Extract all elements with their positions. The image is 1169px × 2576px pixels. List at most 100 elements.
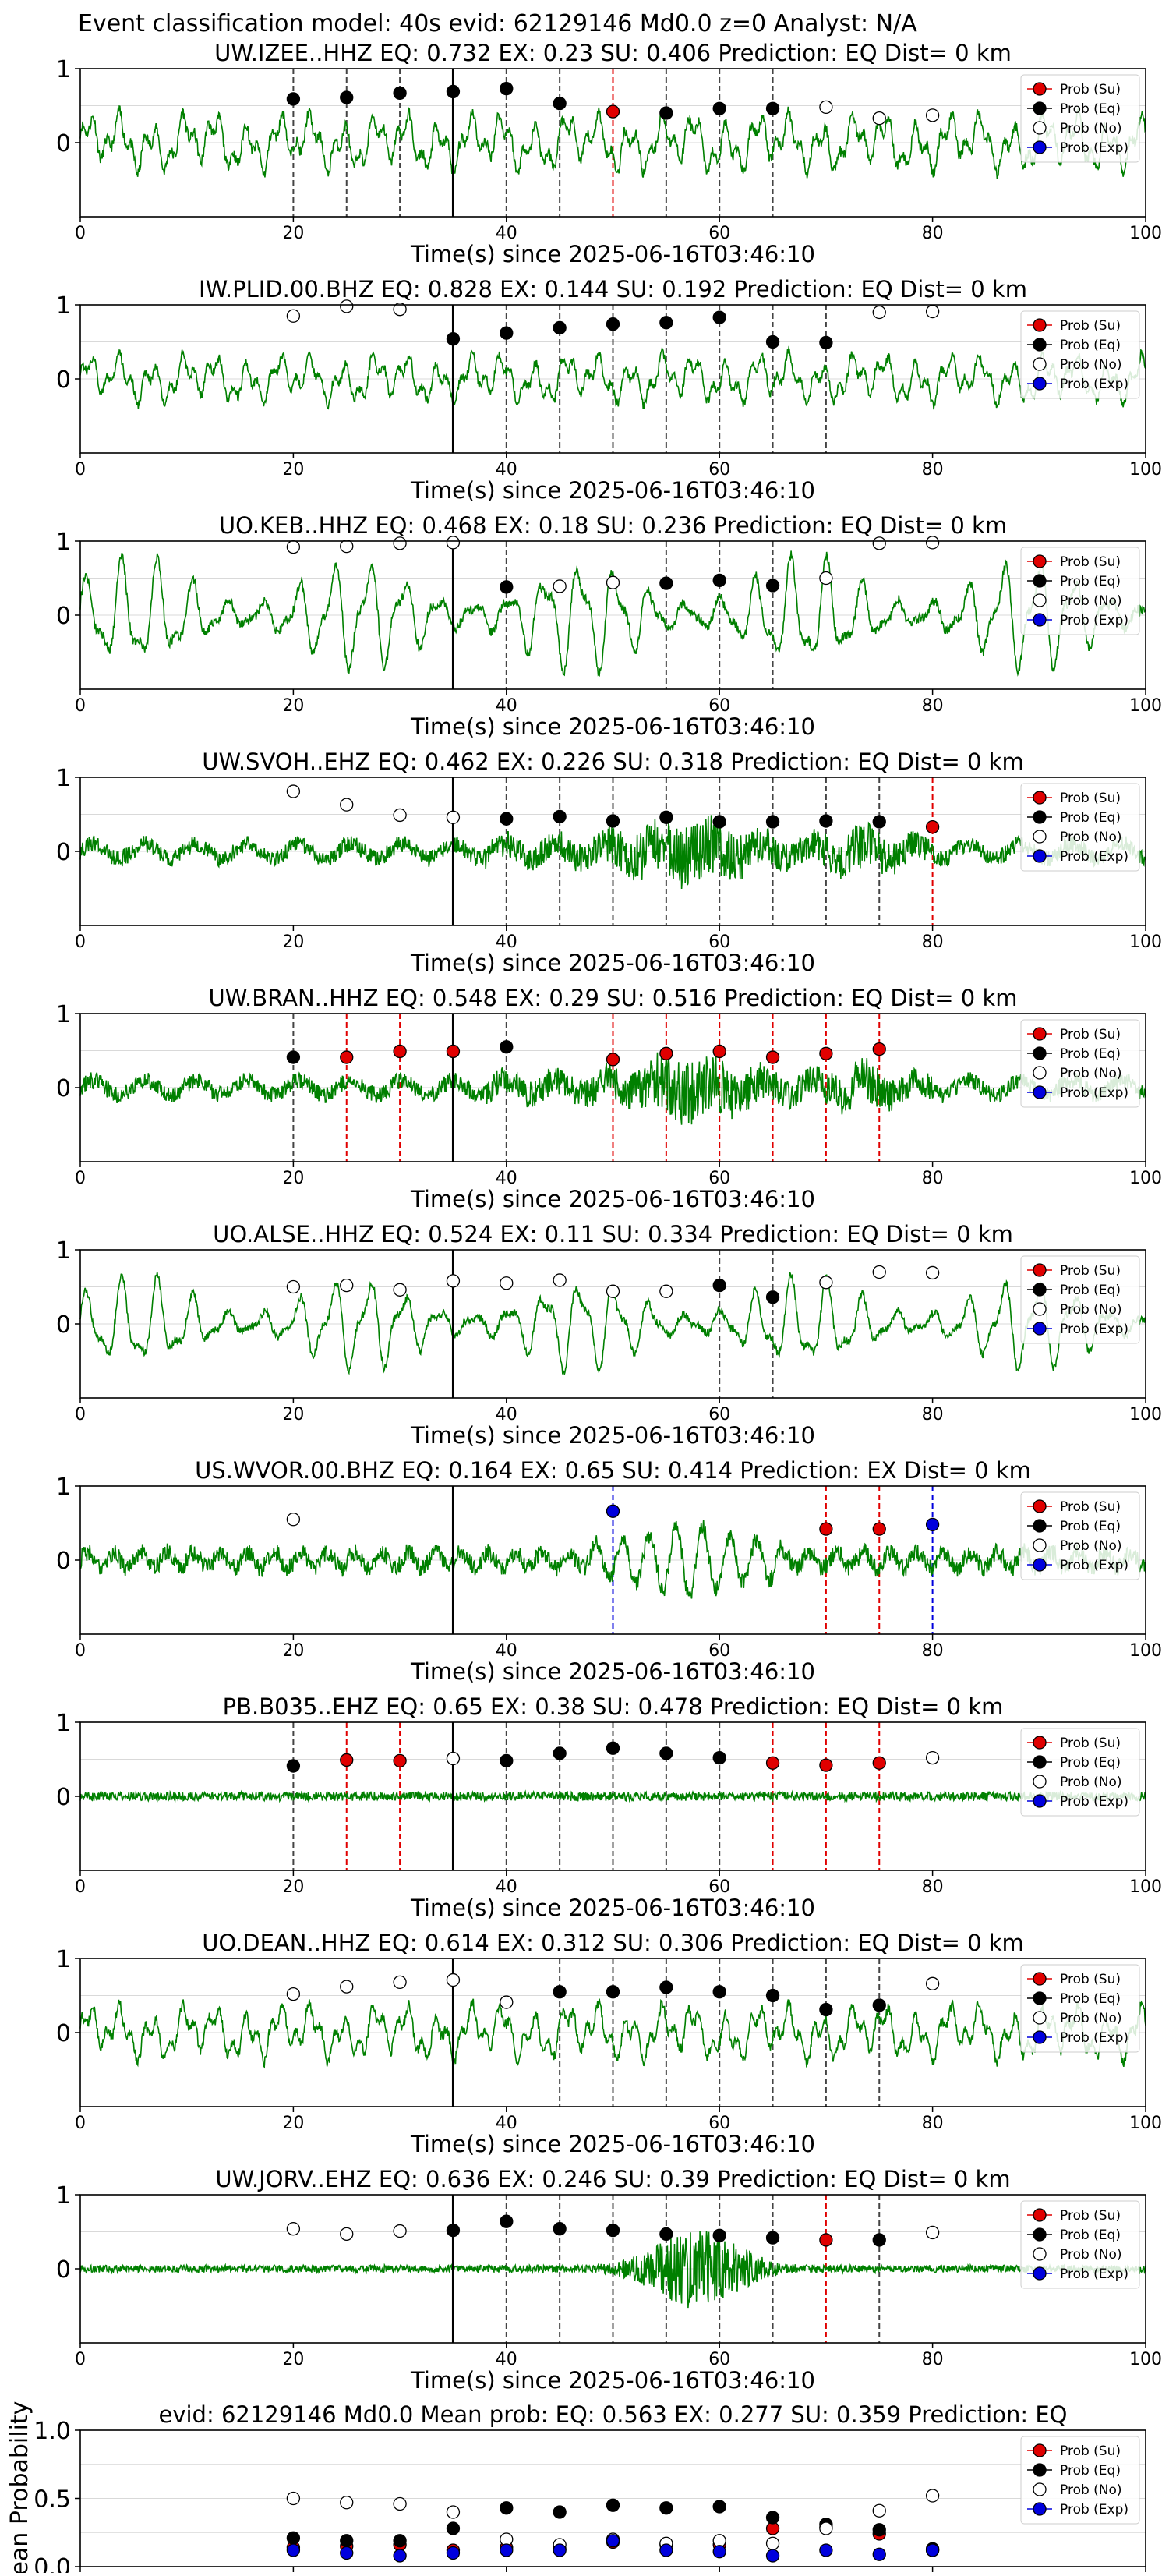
probability-point (286, 540, 301, 554)
probability-point (765, 1290, 780, 1304)
x-tick-label: 0 (75, 696, 86, 716)
legend-label: Prob (No) (1060, 357, 1122, 373)
y-tick-label: 1 (56, 2182, 71, 2210)
probability-point (819, 100, 833, 115)
legend-marker (1033, 2011, 1047, 2025)
legend-box (1020, 1964, 1140, 2053)
legend-marker (1033, 1027, 1047, 1041)
probability-point (500, 1753, 514, 1768)
y-tick-label: 0 (56, 1548, 71, 1575)
probability-point (340, 1980, 354, 1994)
x-tick-label: 0 (75, 224, 86, 243)
probability-point (872, 2523, 886, 2537)
y-tick-label: 1.0 (34, 2418, 71, 2445)
probability-point (286, 1987, 301, 2001)
x-tick-label: 100 (1129, 460, 1162, 479)
legend-label: Prob (No) (1060, 2482, 1122, 2498)
probability-point (872, 305, 886, 320)
x-tick-label: 60 (708, 1169, 730, 1188)
x-axis-label: Time(s) since 2025-06-16T03:46:10 (410, 241, 815, 267)
probability-point (286, 92, 301, 106)
probability-point (872, 1522, 886, 1536)
legend-marker (1033, 2208, 1047, 2222)
probability-point (553, 96, 567, 111)
x-tick-label: 20 (282, 1641, 304, 1661)
legend-marker (1033, 1283, 1047, 1297)
subplot-title: IW.PLID.00.BHZ EQ: 0.828 EX: 0.144 SU: 0… (199, 276, 1027, 303)
probability-point (872, 1756, 886, 1770)
x-tick-label: 40 (496, 932, 517, 952)
y-tick-label: 1 (56, 529, 71, 556)
x-tick-label: 100 (1129, 2114, 1162, 2133)
subplot-title: UO.ALSE..HHZ EQ: 0.524 EX: 0.11 SU: 0.33… (213, 1221, 1013, 1247)
probability-point (712, 573, 726, 587)
x-axis-label: Time(s) since 2025-06-16T03:46:10 (410, 2131, 815, 2157)
subplot-title: UW.JORV..EHZ EQ: 0.636 EX: 0.246 SU: 0.3… (215, 2166, 1010, 2192)
probability-point (553, 1273, 567, 1287)
legend-marker (1033, 1794, 1047, 1808)
probability-point (393, 1044, 407, 1059)
legend-label: Prob (Exp) (1060, 1794, 1128, 1810)
legend-marker (1033, 554, 1047, 568)
probability-point (872, 111, 886, 126)
legend-label: Prob (Eq) (1060, 1046, 1121, 1062)
probability-point (393, 808, 407, 823)
probability-point (286, 309, 301, 323)
x-axis-label: Time(s) since 2025-06-16T03:46:10 (410, 1895, 815, 1921)
probability-point (500, 580, 514, 594)
y-tick-label: 0 (56, 1311, 71, 1339)
legend-label: Prob (Exp) (1060, 2266, 1128, 2282)
probability-point (819, 335, 833, 350)
probability-point (925, 1976, 940, 1990)
legend-label: Prob (Su) (1060, 1263, 1121, 1279)
probability-point (286, 784, 301, 798)
legend-label: Prob (No) (1060, 2247, 1122, 2263)
probability-point (553, 2222, 567, 2236)
probability-point (765, 815, 780, 829)
subplots: UW.IZEE..HHZ EQ: 0.732 EX: 0.23 SU: 0.40… (6, 40, 1162, 2576)
x-axis-label: Time(s) since 2025-06-16T03:46:10 (410, 477, 815, 504)
x-axis-label: Time(s) since 2025-06-16T03:46:10 (410, 1658, 815, 1685)
probability-point (606, 1504, 620, 1518)
y-tick-label: 1 (56, 56, 71, 83)
probability-point (286, 2531, 301, 2545)
legend-label: Prob (Exp) (1060, 2030, 1128, 2046)
legend-box (1020, 2436, 1140, 2525)
probability-point (872, 1998, 886, 2012)
probability-point (712, 101, 726, 115)
legend-marker (1033, 121, 1047, 135)
legend-marker (1033, 2266, 1047, 2281)
legend-box (1020, 1491, 1140, 1580)
probability-point (659, 106, 673, 120)
probability-point (553, 579, 567, 593)
probability-point (393, 1283, 407, 1297)
legend-marker (1033, 2482, 1047, 2496)
probability-point (925, 108, 940, 122)
legend-label: Prob (No) (1060, 1302, 1122, 1318)
legend-marker (1033, 140, 1047, 154)
legend-label: Prob (Exp) (1060, 1558, 1128, 1573)
x-tick-label: 60 (708, 460, 730, 479)
x-tick-label: 40 (496, 1405, 517, 1424)
legend-marker (1033, 82, 1047, 96)
x-tick-label: 80 (922, 224, 944, 243)
x-tick-label: 100 (1129, 1641, 1162, 1661)
legend-box (1020, 547, 1140, 635)
probability-point (553, 2505, 567, 2519)
y-tick-label: 0 (56, 1075, 71, 1102)
legend-marker (1033, 357, 1047, 371)
legend-marker (1033, 810, 1047, 824)
probability-point (553, 809, 567, 823)
probability-point (712, 1278, 726, 1293)
x-tick-label: 0 (75, 2114, 86, 2133)
x-tick-label: 100 (1129, 1405, 1162, 1424)
probability-point (393, 1975, 407, 1990)
x-tick-label: 20 (282, 2350, 304, 2369)
subplot-title: UO.DEAN..HHZ EQ: 0.614 EX: 0.312 SU: 0.3… (202, 1930, 1024, 1956)
probability-point (872, 815, 886, 829)
legend-label: Prob (Eq) (1060, 1519, 1121, 1534)
probability-point (659, 576, 673, 590)
x-tick-label: 100 (1129, 224, 1162, 243)
probability-point (393, 2549, 407, 2563)
probability-point (606, 2498, 620, 2512)
